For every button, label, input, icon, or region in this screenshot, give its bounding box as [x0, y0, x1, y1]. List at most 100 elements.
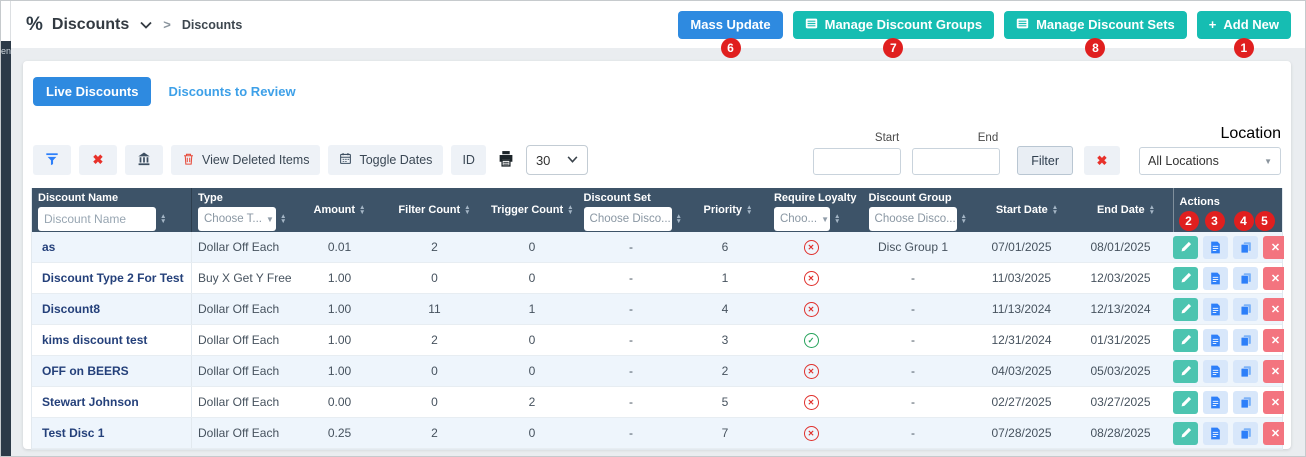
- view-deleted-items-button[interactable]: View Deleted Items: [171, 145, 320, 175]
- details-button[interactable]: [1203, 360, 1228, 383]
- annotation-badge-7: 7: [883, 38, 903, 58]
- tab-live-discounts[interactable]: Live Discounts: [33, 77, 151, 106]
- edit-button[interactable]: [1173, 391, 1198, 414]
- red-x-icon: ✖: [93, 152, 104, 168]
- sort-arrows-icon[interactable]: ▲▼: [567, 205, 573, 216]
- clear-date-filter-button[interactable]: ✖: [1084, 146, 1120, 175]
- sort-arrows-icon[interactable]: ▲▼: [834, 214, 840, 225]
- breadcrumb-title[interactable]: Discounts: [52, 16, 129, 34]
- copy-button[interactable]: [1233, 422, 1258, 445]
- copy-button[interactable]: [1233, 360, 1258, 383]
- cell-discount_group: -: [857, 356, 969, 386]
- discount-name-link[interactable]: as: [32, 232, 192, 262]
- copy-button[interactable]: [1233, 391, 1258, 414]
- edit-button[interactable]: [1173, 236, 1198, 259]
- location-select[interactable]: All Locations ▼: [1139, 147, 1281, 175]
- sort-arrows-icon[interactable]: ▲▼: [1052, 205, 1058, 216]
- cell-priority: 4: [685, 294, 765, 324]
- sort-arrows-icon[interactable]: ▲▼: [464, 205, 470, 216]
- cell-filter_count: 11: [382, 294, 487, 324]
- copy-button[interactable]: [1233, 267, 1258, 290]
- delete-button[interactable]: ✕: [1263, 391, 1284, 414]
- discount-name-link[interactable]: OFF on BEERS: [32, 356, 192, 386]
- copy-button[interactable]: [1233, 329, 1258, 352]
- discount-name-link[interactable]: Stewart Johnson: [32, 387, 192, 417]
- toggle-dates-button[interactable]: Toggle Dates: [328, 145, 443, 175]
- sort-arrows-icon[interactable]: ▲▼: [746, 205, 752, 216]
- details-button[interactable]: [1203, 236, 1228, 259]
- delete-button[interactable]: ✕: [1263, 298, 1284, 321]
- sort-arrows-icon[interactable]: ▲▼: [160, 214, 166, 225]
- annotation-badge-1: 1: [1234, 38, 1254, 58]
- column-header-start_date: Start Date▲▼: [975, 188, 1080, 232]
- collapsed-sidebar[interactable]: ent: [1, 41, 11, 456]
- column-header-end_date: End Date▲▼: [1080, 188, 1173, 232]
- start-date-input[interactable]: [813, 148, 901, 175]
- cell-start_date: 07/28/2025: [969, 418, 1074, 448]
- mass-update-button[interactable]: Mass Update: [678, 11, 782, 39]
- sort-arrows-icon[interactable]: ▲▼: [1149, 205, 1155, 216]
- end-date-input[interactable]: [912, 148, 1000, 175]
- copy-button[interactable]: [1233, 298, 1258, 321]
- tab-discounts-to-review[interactable]: Discounts to Review: [168, 84, 295, 99]
- filter-select-discount_group[interactable]: Choose Disco...▼: [869, 207, 957, 231]
- details-button[interactable]: [1203, 422, 1228, 445]
- cell-start_date: 12/31/2024: [969, 325, 1074, 355]
- cell-priority: 7: [685, 418, 765, 448]
- clear-filters-button[interactable]: ✖: [79, 145, 117, 175]
- list-icon: [1016, 17, 1029, 33]
- page-size-select[interactable]: 30: [526, 145, 588, 175]
- edit-button[interactable]: [1173, 360, 1198, 383]
- filter-input-name[interactable]: [38, 207, 156, 231]
- manage-discount-groups-button[interactable]: Manage Discount Groups: [793, 11, 994, 39]
- delete-button[interactable]: ✕: [1263, 422, 1284, 445]
- discount-name-link[interactable]: kims discount test: [32, 325, 192, 355]
- edit-button[interactable]: [1173, 329, 1198, 352]
- cell-amount: 1.00: [297, 325, 382, 355]
- details-button[interactable]: [1203, 329, 1228, 352]
- cell-filter_count: 2: [382, 325, 487, 355]
- add-new-button[interactable]: + Add New: [1197, 11, 1291, 39]
- filter-select-discount_set[interactable]: Choose Disco...▼: [584, 207, 672, 231]
- cell-end_date: 01/31/2025: [1074, 325, 1167, 355]
- copy-button[interactable]: [1233, 236, 1258, 259]
- breadcrumb-current: Discounts: [182, 18, 242, 32]
- filter-button[interactable]: Filter: [1017, 146, 1073, 175]
- filter-toggle-button[interactable]: [33, 145, 71, 175]
- table-row: kims discount testDollar Off Each1.0020-…: [32, 325, 1282, 356]
- id-toggle-button[interactable]: ID: [451, 145, 486, 175]
- manage-discount-sets-button[interactable]: Manage Discount Sets: [1004, 11, 1187, 39]
- cell-filter_count: 0: [382, 387, 487, 417]
- cell-filter_count: 2: [382, 232, 487, 262]
- discount-name-link[interactable]: Test Disc 1: [32, 418, 192, 448]
- delete-button[interactable]: ✕: [1263, 329, 1284, 352]
- print-button[interactable]: [494, 145, 518, 175]
- details-button[interactable]: [1203, 298, 1228, 321]
- cell-trigger_count: 0: [487, 263, 577, 293]
- building-button[interactable]: [125, 145, 163, 175]
- sort-arrows-icon[interactable]: ▲▼: [359, 205, 365, 216]
- cell-discount_set: -: [577, 263, 685, 293]
- filter-select-type[interactable]: Choose T...▼: [198, 207, 276, 231]
- cell-actions: ✕: [1167, 387, 1284, 417]
- sort-arrows-icon[interactable]: ▲▼: [280, 214, 286, 225]
- loyalty-not-required-icon: ✕: [804, 271, 819, 286]
- cell-priority: 6: [685, 232, 765, 262]
- sort-arrows-icon[interactable]: ▲▼: [961, 214, 967, 225]
- edit-button[interactable]: [1173, 267, 1198, 290]
- sort-arrows-icon[interactable]: ▲▼: [676, 214, 682, 225]
- delete-button[interactable]: ✕: [1263, 360, 1284, 383]
- details-button[interactable]: [1203, 267, 1228, 290]
- edit-button[interactable]: [1173, 298, 1198, 321]
- chevron-down-icon[interactable]: [140, 16, 152, 34]
- column-header-discount_set: Discount SetChoose Disco...▼▲▼: [578, 188, 688, 232]
- cell-end_date: 03/27/2025: [1074, 387, 1167, 417]
- details-button[interactable]: [1203, 391, 1228, 414]
- delete-button[interactable]: ✕: [1263, 236, 1284, 259]
- discount-name-link[interactable]: Discount8: [32, 294, 192, 324]
- filter-select-require_loyalty[interactable]: Choo...▼: [774, 207, 830, 231]
- edit-button[interactable]: [1173, 422, 1198, 445]
- loyalty-not-required-icon: ✕: [804, 426, 819, 441]
- delete-button[interactable]: ✕: [1263, 267, 1284, 290]
- discount-name-link[interactable]: Discount Type 2 For Test: [32, 263, 192, 293]
